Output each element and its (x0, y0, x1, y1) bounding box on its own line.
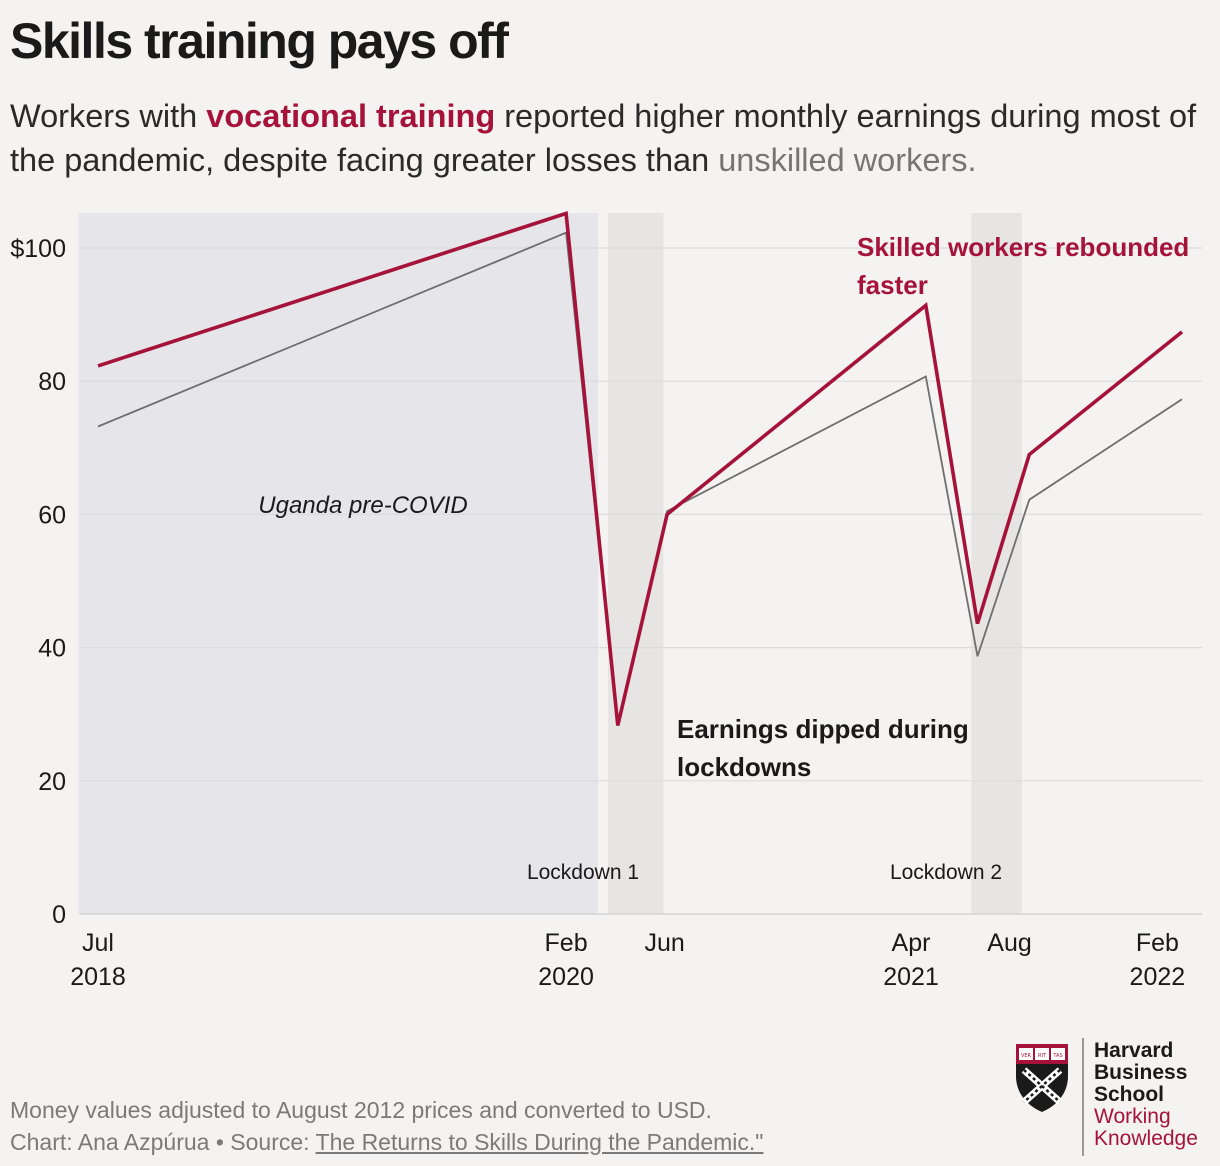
region-label-lockdown-1: Lockdown 1 (527, 861, 639, 884)
hbs-logo: VER RIT TAS Harvard Business School Work… (1014, 1038, 1214, 1158)
region-label-lockdown-2: Lockdown 2 (890, 861, 1002, 884)
footnote: Money values adjusted to August 2012 pri… (10, 1094, 763, 1158)
annotation-dip-line: lockdowns (677, 752, 811, 782)
x-tick-year-label: 2018 (70, 963, 126, 991)
shaded-region-pre-covid (78, 213, 599, 914)
shield-text-3: TAS (1052, 1053, 1062, 1059)
x-tick-year-label: 2020 (538, 963, 594, 991)
logo-line-school: School (1094, 1083, 1165, 1106)
shield-text-2: RIT (1038, 1053, 1047, 1059)
annotation-rebound-line: Skilled workers rebounded (857, 232, 1189, 262)
y-tick-label: 80 (38, 368, 66, 396)
annotation-dip-line: Earnings dipped during (677, 714, 969, 744)
shield-text-1: VER (1021, 1053, 1032, 1059)
subtitle-text-1: Workers with (10, 98, 207, 134)
x-tick-label: Feb (545, 929, 588, 957)
x-tick-year-label: 2022 (1130, 963, 1186, 991)
x-tick-label: Jul (82, 929, 114, 957)
logo-line-knowledge: Knowledge (1094, 1127, 1198, 1150)
x-tick-label: Apr (892, 929, 931, 957)
series-line-skilled (97, 210, 1184, 726)
logo-line-working: Working (1094, 1105, 1171, 1128)
x-tick-label: Aug (987, 929, 1031, 957)
source-link[interactable]: The Returns to Skills During the Pandemi… (315, 1129, 764, 1155)
subtitle-skilled-highlight: vocational training (206, 98, 496, 134)
x-tick-label: Jun (644, 929, 684, 957)
credit-text: Chart: Ana Azpúrua • Source: (10, 1129, 316, 1155)
y-tick-label: 60 (38, 501, 66, 529)
logo-line-harvard: Harvard (1094, 1039, 1174, 1062)
subtitle-unskilled-highlight: unskilled workers. (718, 142, 977, 178)
footnote-credit: Chart: Ana Azpúrua • Source: The Returns… (10, 1126, 763, 1158)
hbs-shield-icon: VER RIT TAS (1016, 1044, 1068, 1112)
logo-text: Harvard Business School Working Knowledg… (1094, 1040, 1198, 1150)
y-tick-label: 0 (52, 901, 66, 929)
chart-title: Skills training pays off (10, 13, 509, 69)
annotation-rebound-line: faster (857, 270, 928, 300)
x-tick-year-label: 2021 (883, 963, 939, 991)
y-tick-label: 20 (38, 768, 66, 796)
region-label-pre-covid: Uganda pre-COVID (258, 492, 467, 519)
y-tick-label: 40 (38, 635, 66, 663)
subtitle-text-2: reported higher monthly earnings during … (10, 98, 1197, 178)
chart-subtitle: Workers with vocational training reporte… (10, 94, 1210, 182)
x-tick-label: Feb (1136, 929, 1179, 957)
logo-divider (1082, 1038, 1084, 1156)
y-tick-label: $100 (10, 235, 66, 263)
line-chart: 0 20 40 60 80 $100 Jul 2018 Feb 2020 Jun Apr 2021 Aug… (10, 210, 1202, 991)
footnote-note: Money values adjusted to August 2012 pri… (10, 1097, 712, 1123)
logo-line-business: Business (1094, 1061, 1188, 1084)
